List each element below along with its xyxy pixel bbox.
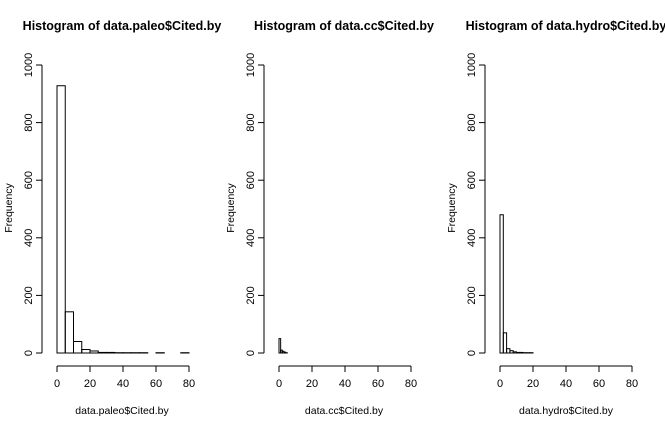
- chart-title: Histogram of data.paleo$Cited.by: [23, 19, 222, 33]
- x-tick-label: 80: [405, 378, 417, 390]
- histogram-bar: [106, 351, 116, 354]
- panel-cc: Histogram of data.cc$Cited.by data.cc$Ci…: [225, 19, 434, 417]
- y-tick-label: 0: [466, 350, 478, 356]
- y-axis-label: Frequency: [3, 182, 15, 232]
- panel-hydro: Histogram of data.hydro$Cited.by data.hy…: [446, 19, 665, 417]
- x-tick-label: 40: [560, 378, 572, 390]
- y-tick-label: 0: [245, 350, 257, 356]
- y-tick-label: 600: [466, 171, 478, 189]
- x-tick-label: 20: [527, 378, 539, 390]
- y-tick-label: 200: [245, 286, 257, 304]
- histogram-bar: [499, 214, 504, 354]
- histogram-bar: [73, 340, 83, 354]
- histogram-bar: [64, 311, 74, 354]
- y-tick-label: 600: [23, 171, 35, 189]
- panel-paleo: Histogram of data.paleo$Cited.by data.pa…: [3, 19, 221, 417]
- y-tick-label: 400: [245, 229, 257, 247]
- y-tick-label: 400: [23, 229, 35, 247]
- histogram-bar: [89, 350, 99, 354]
- y-tick-label: 800: [245, 113, 257, 131]
- y-tick-label: 1000: [466, 53, 478, 77]
- y-tick-label: 800: [466, 113, 478, 131]
- x-tick-label: 20: [306, 378, 318, 390]
- chart-title: Histogram of data.hydro$Cited.by: [466, 19, 665, 33]
- y-axis-label: Frequency: [225, 182, 237, 232]
- x-axis-label: data.cc$Cited.by: [305, 405, 384, 417]
- y-tick-label: 600: [245, 171, 257, 189]
- x-tick-label: 60: [372, 378, 384, 390]
- x-tick-label: 20: [84, 378, 96, 390]
- x-tick-label: 60: [150, 378, 162, 390]
- y-tick-label: 200: [23, 286, 35, 304]
- x-tick-label: 0: [276, 378, 282, 390]
- x-tick-label: 40: [339, 378, 351, 390]
- histogram-bar: [502, 332, 508, 354]
- x-axis-label: data.paleo$Cited.by: [75, 405, 169, 417]
- y-axis-label: Frequency: [446, 182, 458, 232]
- x-tick-label: 60: [593, 378, 605, 390]
- histogram-bar: [81, 349, 91, 354]
- x-tick-label: 0: [497, 378, 503, 390]
- histogram-bar: [97, 351, 107, 354]
- y-tick-label: 200: [466, 286, 478, 304]
- x-tick-label: 80: [183, 378, 195, 390]
- x-tick-label: 80: [626, 378, 638, 390]
- y-tick-label: 0: [23, 350, 35, 356]
- histogram-bar: [278, 338, 282, 354]
- x-tick-label: 40: [117, 378, 129, 390]
- y-tick-label: 1000: [245, 53, 257, 77]
- histogram-bar: [56, 85, 66, 354]
- x-axis-label: data.hydro$Cited.by: [519, 405, 614, 417]
- y-tick-label: 400: [466, 229, 478, 247]
- chart-title: Histogram of data.cc$Cited.by: [254, 19, 434, 33]
- y-tick-label: 800: [23, 113, 35, 131]
- x-tick-label: 0: [54, 378, 60, 390]
- y-tick-label: 1000: [23, 53, 35, 77]
